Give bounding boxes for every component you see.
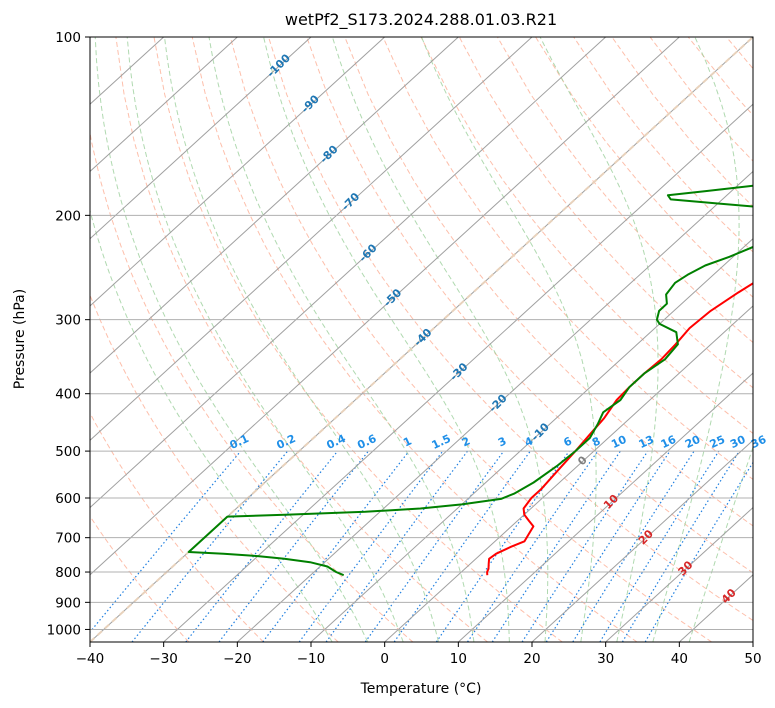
dry-adiabat [191,37,638,642]
mixing-ratio-label: 10 [609,433,629,451]
y-tick-label: 400 [55,387,81,403]
y-tick-label: 200 [55,208,81,224]
x-tick-label: 50 [744,651,761,667]
mixing-ratio-line [572,450,695,642]
isotherm-line [752,641,753,642]
isotherm-line [90,37,312,240]
mixing-ratio-line [521,450,649,642]
y-tick-label: 100 [55,30,81,46]
x-tick-label: −10 [297,651,326,667]
isotherm-line [457,372,753,642]
mixing-ratio-line [185,450,339,642]
dry-adiabat [765,37,775,642]
moist-adiabat [90,208,333,642]
x-axis-ticks: −40 −30 −20 −10 0 10 20 30 40 50 [76,642,762,667]
moist-adiabat [652,37,740,642]
y-axis-label: Pressure (hPa) [12,289,28,389]
mixing-ratio-line [131,450,289,642]
mixing-ratio-label: 16 [659,433,679,451]
moist-adiabat [263,37,510,642]
pressure-gridlines [90,37,753,630]
mixing-ratio-label: 30 [728,433,748,451]
y-axis-ticks: 100 200 300 400 500 600 700 800 900 1000 [47,30,90,638]
dry-adiabat [306,37,753,574]
x-tick-label: −40 [76,651,105,667]
mixing-ratio-line [621,450,740,642]
moist-adiabat [331,37,549,642]
x-tick-label: 0 [380,651,389,667]
dry-adiabat [382,37,753,481]
isotherm-line [90,37,459,374]
mixing-ratio-line [491,450,621,642]
isotherm-line [90,37,533,442]
mixing-ratio-line [325,450,468,642]
dry-adiabat [535,37,753,298]
x-tick-label: 20 [523,651,540,667]
mixing-ratio-line [298,450,444,642]
moist-adiabat [164,37,439,642]
y-tick-label: 700 [55,531,81,547]
dry-adiabat [153,37,563,642]
mixing-ratio-line [364,450,505,642]
y-tick-label: 600 [55,491,81,507]
background-lines [90,37,775,642]
isotherm-line [310,237,753,642]
moist-adiabat [688,445,753,642]
x-tick-label: −30 [149,651,178,667]
dry-adiabat [115,37,488,642]
mixing-ratio-label: 20 [683,433,703,451]
dry-adiabat [90,412,264,642]
plot-frame [89,36,754,643]
x-axis-label: Temperature (°C) [360,681,482,697]
y-tick-label: 500 [55,444,81,460]
moist-adiabat [421,37,597,642]
isotherm-line [384,305,753,642]
mixing-ratio-line [90,450,242,633]
mixing-ratio-label: 36 [749,433,769,451]
y-tick-label: 800 [55,565,81,581]
profiles [187,184,753,577]
x-tick-label: 40 [671,651,688,667]
x-tick-label: −20 [223,651,252,667]
x-tick-label: 30 [597,651,614,667]
chart-title: wetPf2_S173.2024.288.01.03.R21 [285,10,557,30]
y-tick-label: 300 [55,313,81,329]
x-tick-label: 10 [450,651,467,667]
mixing-ratio-line [435,450,570,642]
y-tick-label: 1000 [47,622,81,638]
mixing-ratio-label: 13 [637,433,656,451]
mixing-ratio-line [262,450,410,642]
isotherm-line [90,37,238,173]
moist-adiabat [208,37,475,642]
mixing-ratio-label: 25 [708,433,727,451]
dry-adiabat [420,37,753,435]
isotherm-line [605,506,753,642]
dry-adiabat [496,37,753,344]
profile-line [486,282,753,576]
dry-adiabat [268,37,753,622]
isotherm-line [90,37,680,576]
isotherm-line [163,103,753,642]
isotherm-line [236,170,753,642]
isotherm-line [531,439,753,642]
profile-line [187,184,753,577]
isotherm-line [90,37,607,509]
mixing-ratio-line [466,450,599,642]
mixing-ratio-line [545,450,671,642]
isotherm-line [90,37,386,307]
y-tick-label: 900 [55,595,81,611]
